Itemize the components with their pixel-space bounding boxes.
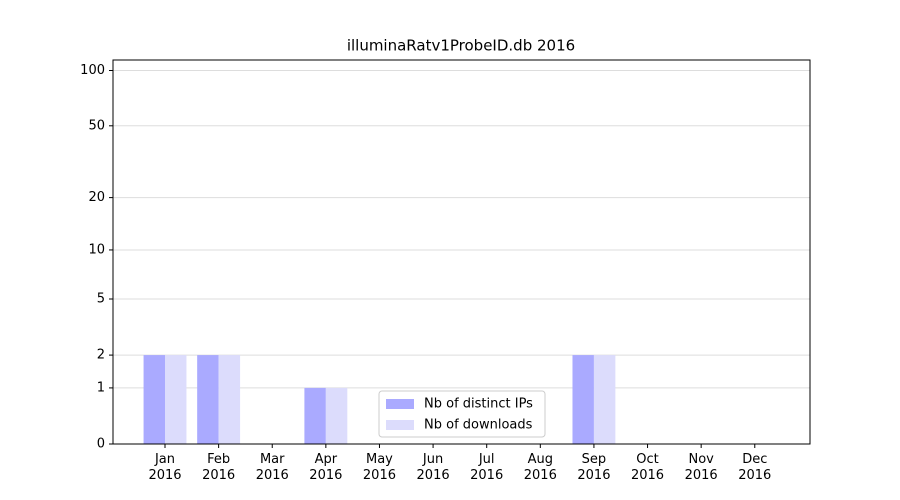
y-tick-label: 10 <box>88 242 105 257</box>
legend-box <box>378 390 546 438</box>
legend-swatch <box>386 399 414 409</box>
plot-frame <box>112 59 811 445</box>
y-tick-label: 20 <box>88 190 105 205</box>
bar <box>304 387 326 444</box>
legend: Nb of distinct IPs Nb of downloads <box>378 390 546 438</box>
bar <box>143 355 166 444</box>
x-tick-label: Oct 2016 <box>630 452 665 483</box>
bar <box>218 355 241 444</box>
y-tick-label: 2 <box>97 348 105 363</box>
y-tick-label: 100 <box>80 63 105 78</box>
x-tick-label: Dec 2016 <box>738 452 772 483</box>
legend-swatch <box>386 420 414 430</box>
y-tick-label: 1 <box>97 380 105 395</box>
x-tick-label: Jul 2016 <box>470 452 504 483</box>
chart-title: illuminaRatv1ProbeID.db 2016 <box>347 37 575 55</box>
y-tick-label: 5 <box>97 291 105 306</box>
bar <box>572 355 594 444</box>
bar <box>325 387 348 444</box>
bar <box>165 355 187 444</box>
x-tick-label: Mar 2016 <box>255 452 289 483</box>
bar <box>197 355 219 444</box>
x-tick-label: Jan 2016 <box>148 452 182 483</box>
y-tick-label: 0 <box>97 437 105 452</box>
x-tick-label: Apr 2016 <box>309 452 343 483</box>
x-tick-label: Sep 2016 <box>577 452 611 483</box>
x-tick-label: May 2016 <box>362 452 396 483</box>
x-tick-label: Jun 2016 <box>416 452 450 483</box>
x-tick-label: Nov 2016 <box>684 452 718 483</box>
legend-label: Nb of downloads <box>424 418 533 433</box>
x-tick-label: Feb 2016 <box>202 452 236 483</box>
y-tick-label: 50 <box>88 118 105 133</box>
bar <box>593 355 616 444</box>
x-tick-label: Aug 2016 <box>523 452 557 483</box>
legend-label: Nb of distinct IPs <box>424 397 533 412</box>
